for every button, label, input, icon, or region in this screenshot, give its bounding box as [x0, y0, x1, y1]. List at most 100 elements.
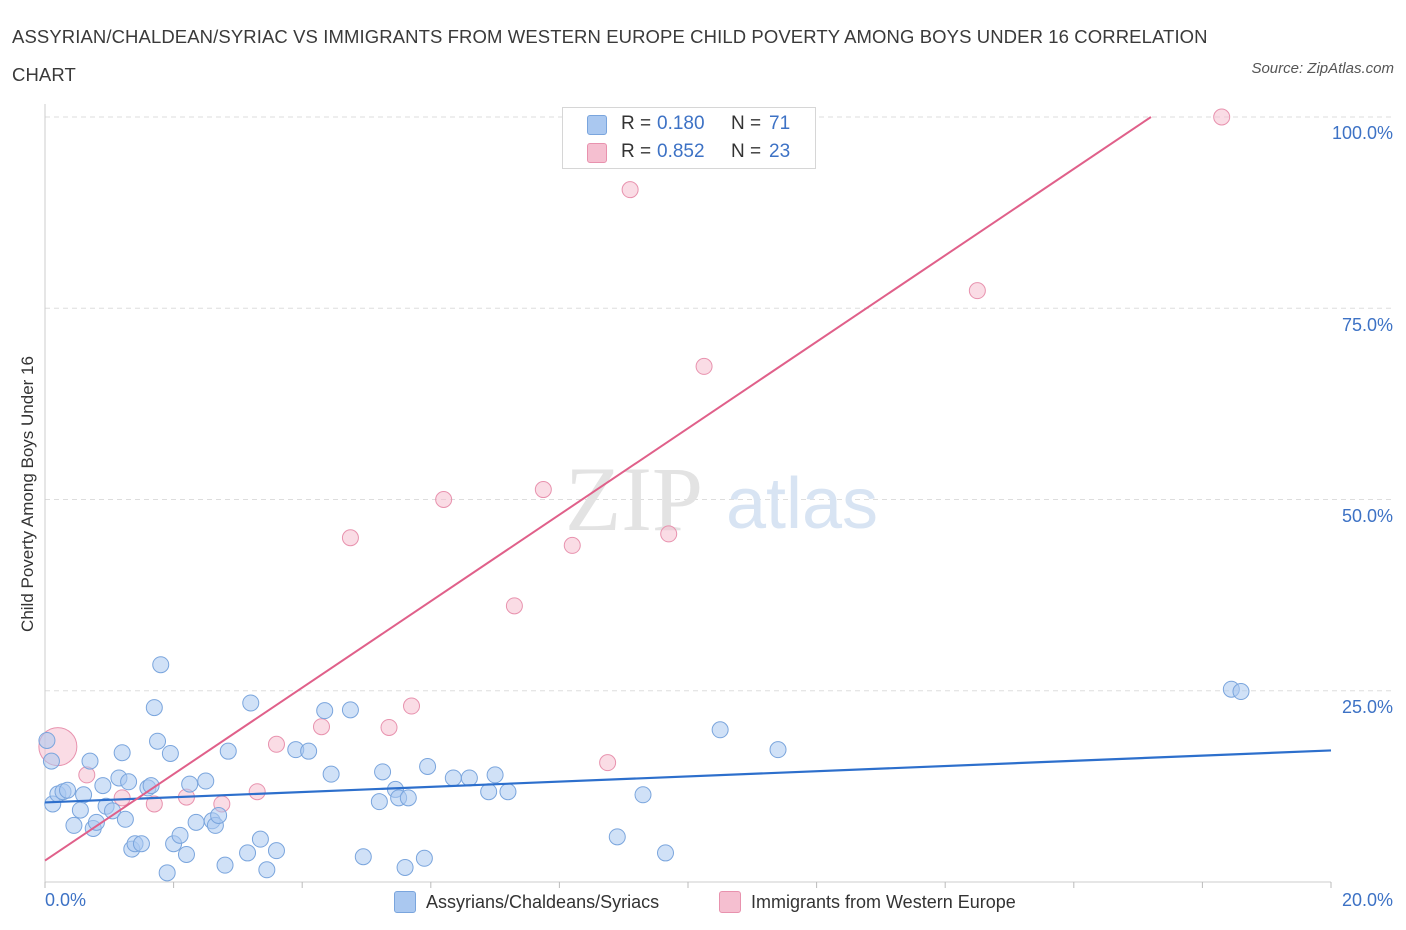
immigrants-point: [267, 735, 285, 753]
assyrians-point: [142, 777, 160, 795]
bottom-legend-label: Assyrians/Chaldeans/Syriacs: [426, 892, 660, 912]
assyrians-point: [419, 757, 437, 775]
x-tick-label-min: 0.0%: [45, 890, 87, 910]
assyrians-point: [374, 763, 392, 781]
assyrians-point: [444, 769, 462, 787]
immigrants-point: [505, 597, 523, 615]
assyrians-point: [480, 783, 498, 801]
assyrians-point: [415, 849, 433, 867]
bottom-legend-assyrians: Assyrians/Chaldeans/Syriacs: [394, 890, 694, 914]
assyrians-point: [608, 828, 626, 846]
immigrants-point: [1213, 108, 1231, 126]
immigrants-point: [145, 795, 163, 813]
immigrants-point: [341, 529, 359, 547]
assyrians-point: [75, 786, 93, 804]
assyrians-point: [158, 864, 176, 882]
immigrants-point: [312, 718, 330, 736]
assyrians-point: [486, 766, 504, 784]
assyrians-point: [59, 781, 77, 799]
assyrians-point: [267, 842, 285, 860]
assyrians-point: [258, 861, 276, 879]
immigrants-point: [380, 718, 398, 736]
watermark-atlas: atlas: [726, 464, 878, 544]
assyrians-point: [120, 773, 138, 791]
assyrians-point: [94, 777, 112, 795]
trendlines: [44, 116, 1332, 862]
immigrants-point: [599, 754, 617, 772]
assyrians-point: [656, 844, 674, 862]
assyrians-point: [316, 702, 334, 720]
immigrants-point: [248, 783, 266, 801]
legend-r-label: R =: [621, 113, 652, 134]
assyrians-point: [242, 694, 260, 712]
assyrians-point: [38, 731, 56, 749]
assyrians-point: [399, 789, 417, 807]
x-tick-label-max: 20.0%: [1341, 890, 1393, 910]
watermark-zip: ZIP: [565, 448, 703, 550]
y-tick-label-50: 50.0%: [1341, 506, 1393, 526]
assyrians-point: [171, 826, 189, 844]
assyrians-point: [71, 801, 89, 819]
correlation-legend: R = 0.180 N = 71 R = 0.852 N = 23: [562, 107, 816, 169]
legend-r-value: 0.852: [657, 141, 705, 162]
legend-n-label: N =: [731, 113, 762, 134]
bottom-legend-swatch-blue: [394, 891, 416, 913]
chart-title: ASSYRIAN/CHALDEAN/SYRIAC VS IMMIGRANTS F…: [12, 26, 1208, 85]
assyrians-point: [499, 783, 517, 801]
immigrants-point: [621, 181, 639, 199]
immigrants-point: [435, 491, 453, 508]
assyrians-point: [239, 844, 257, 862]
assyrians-point: [300, 742, 318, 760]
assyrians-point: [42, 752, 60, 770]
y-tick-label-25: 25.0%: [1341, 697, 1393, 717]
assyrians-point: [116, 810, 134, 828]
assyrians-point: [251, 830, 269, 848]
legend-n-label: N =: [731, 141, 762, 162]
immigrants-point: [78, 766, 96, 784]
assyrians-point: [197, 772, 215, 790]
bottom-legend-swatch-pink: [719, 891, 741, 913]
assyrians-point: [187, 813, 205, 831]
assyrians-point: [149, 732, 167, 750]
assyrians-trendline: [44, 749, 1332, 804]
assyrians-point: [322, 765, 340, 783]
assyrians-point: [216, 856, 234, 874]
assyrians-point: [177, 845, 195, 863]
immigrants-point: [563, 536, 581, 554]
gridlines: [45, 116, 1395, 692]
immigrants-point: [695, 357, 713, 375]
immigrants-point: [968, 282, 986, 300]
assyrians-point: [152, 656, 170, 674]
immigrants-trendline: [44, 116, 1152, 862]
assyrians-point: [145, 699, 163, 717]
legend-swatch-pink: [587, 143, 607, 163]
assyrians-point: [460, 769, 478, 787]
y-tick-label-75: 75.0%: [1341, 315, 1393, 335]
legend-n-value: 71: [769, 113, 791, 134]
assyrians-point: [769, 741, 787, 759]
assyrians-point: [711, 721, 729, 739]
assyrians-point: [219, 742, 237, 760]
legend-swatch-blue: [587, 115, 607, 135]
assyrians-point: [132, 835, 150, 853]
source-label: Source: ZipAtlas.com: [1251, 60, 1394, 77]
assyrians-point: [87, 813, 105, 831]
bottom-legend-immigrants: Immigrants from Western Europe: [719, 890, 1059, 914]
assyrians-point: [396, 858, 414, 876]
immigrants-point: [534, 481, 552, 499]
legend-r-value: 0.180: [657, 113, 705, 134]
assyrians-point: [81, 752, 99, 770]
assyrians-point: [354, 848, 372, 866]
assyrians-point: [181, 775, 199, 793]
legend-r-label: R =: [621, 141, 652, 162]
series-immigrants-points: [38, 108, 1231, 813]
legend-n-value: 23: [769, 141, 791, 162]
assyrians-point: [634, 786, 652, 804]
bottom-legend-label: Immigrants from Western Europe: [751, 892, 1016, 912]
assyrians-point: [210, 806, 228, 824]
immigrants-point: [113, 789, 131, 807]
immigrants-point: [403, 697, 421, 715]
y-tick-label-100: 100.0%: [1331, 123, 1393, 143]
assyrians-point: [370, 793, 388, 811]
